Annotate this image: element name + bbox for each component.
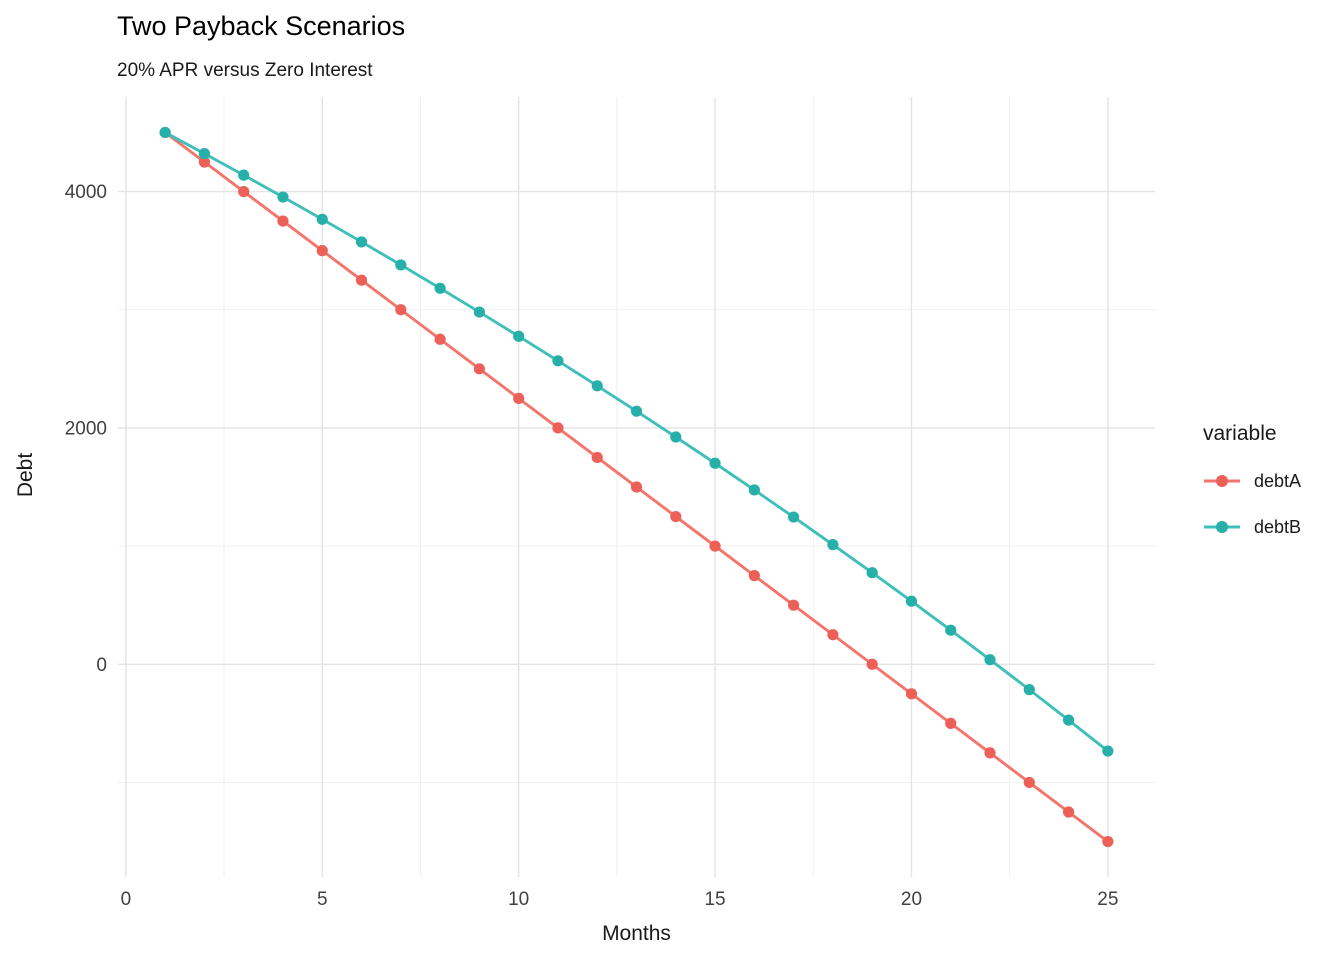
point-debtA-month-17 xyxy=(788,599,800,611)
point-debtB-month-13 xyxy=(630,405,643,417)
point-debtA-month-5 xyxy=(316,245,328,257)
point-debtB-month-5 xyxy=(316,213,328,225)
legend-label-debtB: debtB xyxy=(1254,516,1302,537)
y-tick-label-4000: 4000 xyxy=(65,182,107,203)
x-tick-label-25: 25 xyxy=(1097,889,1118,910)
point-debtA-month-15 xyxy=(709,540,721,552)
point-debtA-month-22 xyxy=(984,747,996,759)
point-debtB-month-17 xyxy=(788,511,800,523)
point-debtB-month-12 xyxy=(591,380,603,392)
point-debtB-month-25 xyxy=(1102,745,1114,757)
point-debtA-month-12 xyxy=(591,451,603,464)
point-debtB-month-3 xyxy=(238,169,250,181)
legend-title: variable xyxy=(1203,422,1277,445)
point-debtA-month-10 xyxy=(513,392,525,404)
x-axis-title: Months xyxy=(602,922,671,945)
x-tick-label-5: 5 xyxy=(317,889,328,910)
legend: variable debtA debtB xyxy=(1203,422,1301,538)
point-debtB-month-4 xyxy=(277,191,289,203)
chart-title: Two Payback Scenarios xyxy=(117,11,406,41)
point-debtA-month-20 xyxy=(905,688,918,700)
legend-label-debtA: debtA xyxy=(1254,470,1302,491)
point-debtA-month-4 xyxy=(277,215,289,227)
y-tick-label-0: 0 xyxy=(96,655,107,676)
point-debtA-month-3 xyxy=(238,185,250,198)
y-axis-title: Debt xyxy=(14,452,37,498)
point-debtA-month-9 xyxy=(473,363,485,375)
x-tick-label-10: 10 xyxy=(508,889,529,910)
point-debtB-month-7 xyxy=(395,259,407,271)
chart-subtitle: 20% APR versus Zero Interest xyxy=(117,60,373,81)
point-debtB-month-20 xyxy=(905,595,918,607)
point-debtB-month-6 xyxy=(355,236,368,248)
point-debtB-month-11 xyxy=(552,355,564,367)
point-debtB-month-9 xyxy=(473,306,485,318)
point-debtA-month-23 xyxy=(1023,776,1035,789)
point-debtA-month-7 xyxy=(395,304,407,316)
point-debtA-month-2 xyxy=(198,156,211,168)
point-debtB-month-22 xyxy=(984,654,996,666)
point-debtB-month-2 xyxy=(198,148,211,160)
point-debtB-month-18 xyxy=(827,539,839,551)
point-debtA-month-14 xyxy=(670,510,682,523)
point-debtB-month-16 xyxy=(748,484,760,496)
point-debtB-month-15 xyxy=(709,457,721,469)
point-debtA-month-6 xyxy=(355,274,368,286)
point-debtA-month-16 xyxy=(748,570,760,582)
point-debtB-month-23 xyxy=(1023,684,1035,696)
point-debtA-month-25 xyxy=(1102,835,1114,848)
point-debtA-month-21 xyxy=(945,717,957,729)
point-debtA-month-24 xyxy=(1062,806,1075,818)
x-tick-label-15: 15 xyxy=(704,889,725,910)
point-debtB-month-19 xyxy=(866,567,878,579)
legend-key-debtB-icon xyxy=(1204,521,1240,533)
x-tick-label-20: 20 xyxy=(901,889,922,910)
point-debtB-month-10 xyxy=(513,330,525,342)
legend-item-debtA: debtA xyxy=(1203,470,1301,492)
point-debtA-month-18 xyxy=(827,629,839,641)
point-debtB-month-1 xyxy=(159,126,171,139)
legend-key-debtA-icon xyxy=(1204,475,1240,487)
point-debtA-month-8 xyxy=(434,333,446,345)
legend-item-debtB: debtB xyxy=(1203,516,1301,538)
point-debtA-month-13 xyxy=(630,481,643,493)
point-debtA-month-19 xyxy=(866,658,878,670)
point-debtB-month-24 xyxy=(1062,714,1075,726)
y-tick-label-2000: 2000 xyxy=(65,419,107,440)
point-debtB-month-21 xyxy=(945,624,957,636)
point-debtB-month-8 xyxy=(434,282,446,294)
x-tick-label-0: 0 xyxy=(121,889,132,910)
point-debtA-month-11 xyxy=(552,422,564,434)
point-debtB-month-14 xyxy=(670,431,682,443)
